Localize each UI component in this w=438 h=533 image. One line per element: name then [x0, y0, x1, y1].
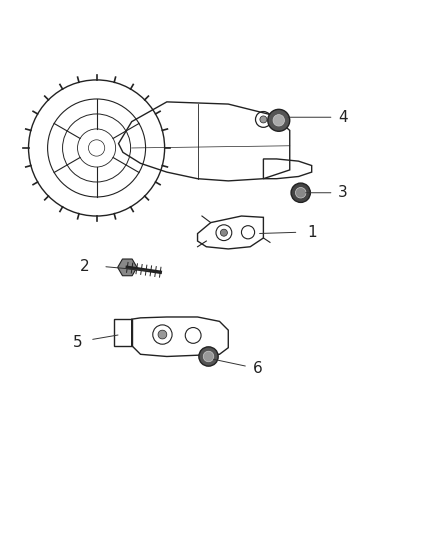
Circle shape — [295, 188, 305, 198]
Text: 1: 1 — [307, 225, 316, 240]
Circle shape — [158, 330, 166, 339]
Text: 5: 5 — [73, 335, 82, 350]
Circle shape — [203, 351, 213, 362]
Polygon shape — [117, 259, 137, 276]
Text: 2: 2 — [80, 259, 90, 274]
Text: 4: 4 — [337, 110, 347, 125]
Circle shape — [267, 109, 289, 131]
Circle shape — [272, 115, 284, 126]
Text: 6: 6 — [253, 361, 262, 376]
Circle shape — [259, 116, 266, 123]
Text: 3: 3 — [337, 185, 347, 200]
Circle shape — [198, 347, 218, 366]
Circle shape — [290, 183, 310, 203]
Circle shape — [220, 229, 227, 236]
